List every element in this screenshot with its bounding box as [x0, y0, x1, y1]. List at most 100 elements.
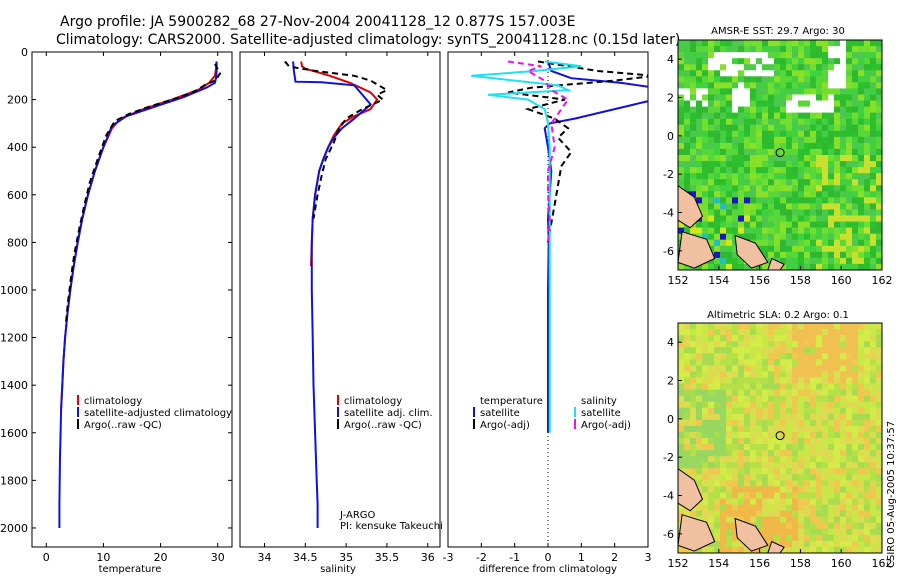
- map-cell: [798, 486, 805, 494]
- map-cell: [816, 540, 823, 548]
- map-cell: [720, 407, 727, 415]
- map-cell: [756, 329, 763, 336]
- map-cell: [768, 389, 775, 397]
- map-cell: [786, 492, 793, 500]
- map-cell: [804, 136, 811, 144]
- map-cell: [822, 106, 829, 114]
- map-cell: [852, 197, 859, 205]
- map-cell: [750, 100, 757, 108]
- map-cell: [780, 425, 787, 433]
- map-cell: [678, 341, 685, 348]
- map-cell: [852, 540, 859, 548]
- map-cell: [864, 522, 871, 530]
- map-cell: [768, 377, 775, 385]
- map-cell: [846, 407, 853, 415]
- map-cell: [732, 215, 739, 223]
- map-cell: [846, 516, 853, 524]
- map-cell: [852, 251, 859, 259]
- map-cell: [792, 492, 799, 500]
- map-cell: [822, 155, 829, 162]
- map-cell: [744, 425, 751, 433]
- map-cell: [840, 257, 847, 265]
- map-cell: [840, 142, 847, 150]
- map-cell: [864, 480, 871, 488]
- map-cell: [798, 136, 805, 144]
- map-cell: [750, 76, 757, 83]
- map-cell: [834, 251, 841, 259]
- map-cell: [702, 498, 709, 506]
- map-cell: [726, 401, 733, 409]
- map-cell: [726, 383, 733, 391]
- map-cell: [810, 371, 817, 379]
- map-cell: [696, 456, 703, 463]
- map-cell: [780, 510, 787, 518]
- map-cell: [696, 130, 703, 138]
- map-cell: [870, 377, 877, 385]
- map-cell: [834, 486, 841, 494]
- map-cell: [822, 359, 829, 366]
- map-cell: [870, 52, 877, 59]
- map-cell: [738, 438, 745, 445]
- map-cell: [744, 498, 751, 506]
- map-cell: [738, 462, 745, 469]
- map-cell: [810, 329, 817, 336]
- map-cell: [846, 221, 853, 229]
- map-cell: [696, 46, 703, 53]
- map-cell: [798, 341, 805, 348]
- map-cell: [720, 522, 727, 530]
- map-cell: [858, 365, 865, 373]
- map-cell: [840, 191, 847, 198]
- map-cell: [822, 419, 829, 427]
- map-cell: [822, 251, 829, 259]
- map-cell: [786, 510, 793, 518]
- map-cell: [846, 546, 853, 553]
- map-cell: [756, 474, 763, 481]
- map-cell: [864, 136, 871, 144]
- map-cell: [840, 419, 847, 427]
- map-cell: [756, 142, 763, 150]
- map-cell: [714, 474, 721, 481]
- map-cell: [744, 130, 751, 138]
- map-cell: [828, 82, 835, 90]
- map-cell: [744, 161, 751, 168]
- map-cell: [702, 203, 709, 211]
- map-cell: [762, 203, 769, 211]
- map-cell: [756, 359, 763, 366]
- map-cell: [744, 118, 751, 126]
- map-cell: [726, 263, 733, 270]
- map-cell: [690, 76, 697, 83]
- map-cell: [750, 161, 757, 168]
- map-cell: [678, 323, 685, 330]
- map-cell: [690, 323, 697, 330]
- map-cell: [768, 167, 775, 174]
- map-cell: [810, 167, 817, 174]
- map-cell: [690, 419, 697, 427]
- map-cell: [834, 203, 841, 211]
- map-cell: [810, 341, 817, 348]
- map-cell: [696, 221, 703, 229]
- map-cell: [792, 136, 799, 144]
- map-cell: [810, 480, 817, 488]
- map-cell: [696, 474, 703, 481]
- island-shape: [767, 257, 785, 270]
- map-cell: [750, 480, 757, 488]
- map-cell: [684, 359, 691, 366]
- map-cell: [732, 100, 739, 108]
- map-cell: [774, 498, 781, 506]
- legend-label-temp-satellite: satellite: [480, 408, 520, 419]
- map-cell: [726, 239, 733, 247]
- map-cell: [792, 395, 799, 403]
- x-tick-label: 30: [211, 551, 225, 564]
- map-cell: [702, 377, 709, 385]
- map-cell: [738, 377, 745, 385]
- map-cell: [870, 359, 877, 366]
- x-tick-label: -3: [443, 551, 454, 564]
- map-cell: [774, 209, 781, 217]
- map-cell: [870, 510, 877, 518]
- map-cell: [810, 239, 817, 247]
- map-cell: [864, 359, 871, 366]
- map-cell: [678, 359, 685, 366]
- map-cell: [762, 456, 769, 463]
- map-cell: [876, 329, 882, 336]
- map-cell: [876, 209, 882, 217]
